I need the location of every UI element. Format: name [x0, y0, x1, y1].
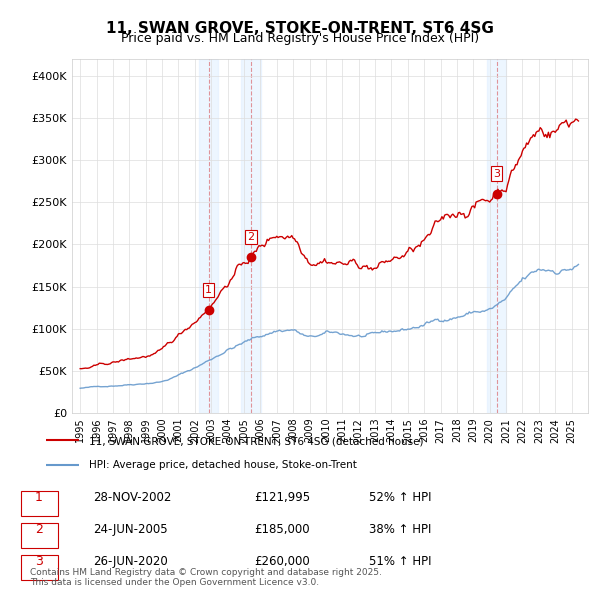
Text: 11, SWAN GROVE, STOKE-ON-TRENT, ST6 4SG (detached house): 11, SWAN GROVE, STOKE-ON-TRENT, ST6 4SG … — [89, 437, 424, 447]
Text: £121,995: £121,995 — [254, 491, 310, 504]
Bar — [199, 59, 218, 413]
Text: 38% ↑ HPI: 38% ↑ HPI — [369, 523, 431, 536]
Text: £185,000: £185,000 — [254, 523, 310, 536]
Text: 26-JUN-2020: 26-JUN-2020 — [92, 555, 167, 568]
Text: 3: 3 — [35, 555, 43, 568]
Bar — [241, 59, 260, 413]
Text: 51% ↑ HPI: 51% ↑ HPI — [369, 555, 431, 568]
Text: 2: 2 — [247, 232, 254, 242]
Text: HPI: Average price, detached house, Stoke-on-Trent: HPI: Average price, detached house, Stok… — [89, 460, 357, 470]
Bar — [487, 59, 506, 413]
Text: £260,000: £260,000 — [254, 555, 310, 568]
Text: 3: 3 — [493, 169, 500, 179]
FancyBboxPatch shape — [20, 491, 58, 516]
Text: 1: 1 — [35, 491, 43, 504]
Text: Price paid vs. HM Land Registry's House Price Index (HPI): Price paid vs. HM Land Registry's House … — [121, 32, 479, 45]
Text: 28-NOV-2002: 28-NOV-2002 — [92, 491, 171, 504]
Text: 2: 2 — [35, 523, 43, 536]
Text: Contains HM Land Registry data © Crown copyright and database right 2025.
This d: Contains HM Land Registry data © Crown c… — [30, 568, 382, 587]
Text: 11, SWAN GROVE, STOKE-ON-TRENT, ST6 4SG: 11, SWAN GROVE, STOKE-ON-TRENT, ST6 4SG — [106, 21, 494, 35]
FancyBboxPatch shape — [20, 555, 58, 580]
Text: 52% ↑ HPI: 52% ↑ HPI — [369, 491, 431, 504]
FancyBboxPatch shape — [20, 523, 58, 548]
Text: 24-JUN-2005: 24-JUN-2005 — [92, 523, 167, 536]
Text: 1: 1 — [205, 285, 212, 295]
